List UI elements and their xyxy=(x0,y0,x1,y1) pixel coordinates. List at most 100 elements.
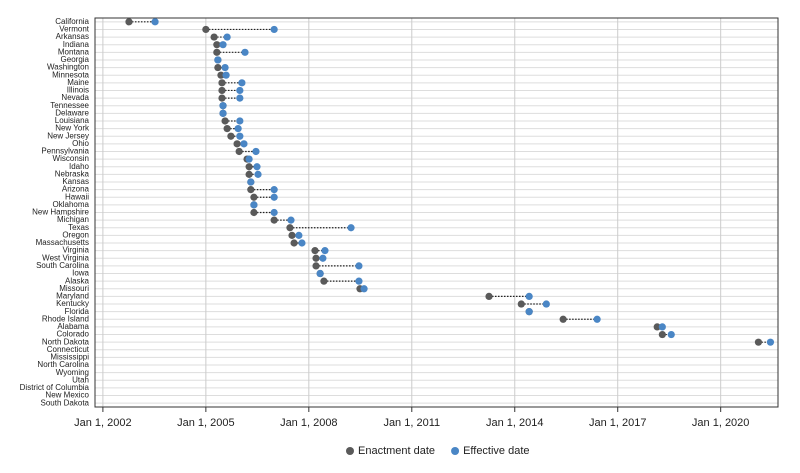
dot xyxy=(593,315,601,323)
legend-label: Enactment date xyxy=(358,445,435,457)
y-tick-label: California xyxy=(55,17,89,26)
dot xyxy=(316,269,324,278)
dot xyxy=(270,186,278,194)
y-tick-label: Oklahoma xyxy=(53,200,90,209)
dot xyxy=(213,48,221,56)
y-tick-label: Texas xyxy=(68,223,89,232)
dot xyxy=(653,323,661,331)
dot xyxy=(250,201,258,209)
dot xyxy=(233,140,241,148)
dot xyxy=(525,292,533,301)
dot xyxy=(245,155,253,163)
y-tick-label: New Hampshire xyxy=(32,208,89,217)
dot xyxy=(542,300,550,308)
dot xyxy=(245,163,253,171)
dot xyxy=(252,147,260,156)
dot xyxy=(290,239,298,247)
y-tick-label: Arizona xyxy=(62,185,90,194)
dot xyxy=(241,48,249,56)
y-tick-label: Illinois xyxy=(67,86,89,95)
y-tick-label: Georgia xyxy=(61,55,90,64)
dot xyxy=(218,86,226,95)
y-tick-label: Montana xyxy=(58,47,90,56)
dot xyxy=(270,208,278,217)
legend-marker xyxy=(451,447,460,455)
x-tick-label: Jan 1, 2014 xyxy=(486,417,544,429)
y-tick-label: District of Columbia xyxy=(20,383,90,392)
dot xyxy=(347,224,355,232)
dot xyxy=(219,41,227,49)
y-tick-label: Florida xyxy=(65,307,90,316)
y-tick-label: Michigan xyxy=(57,215,89,224)
y-tick-label: Ohio xyxy=(72,139,89,148)
y-tick-label: Massachusetts xyxy=(36,238,89,247)
dot xyxy=(238,79,246,87)
dot xyxy=(210,33,218,41)
y-tick-label: Wisconsin xyxy=(53,154,89,163)
y-tick-label: Tennessee xyxy=(50,101,89,110)
dot xyxy=(667,330,675,339)
dot xyxy=(270,193,278,201)
dot xyxy=(321,247,329,255)
dot xyxy=(298,239,306,247)
y-tick-label: South Dakota xyxy=(41,398,90,407)
y-tick-label: North Dakota xyxy=(42,337,90,346)
y-tick-label: Wyoming xyxy=(56,368,89,377)
x-tick-label: Jan 1, 2005 xyxy=(177,417,235,429)
dot xyxy=(360,285,368,293)
dot xyxy=(221,117,229,125)
y-tick-label: Oregon xyxy=(62,230,89,239)
dot xyxy=(658,330,666,339)
y-tick-label: Connecticut xyxy=(47,345,90,354)
dot xyxy=(286,224,294,232)
dot xyxy=(312,262,320,270)
x-tick-label: Jan 1, 2017 xyxy=(589,417,647,429)
dot xyxy=(319,254,327,262)
dot xyxy=(219,109,227,117)
dot xyxy=(217,71,225,79)
dot xyxy=(253,163,261,171)
y-tick-label: Iowa xyxy=(72,269,89,278)
dot xyxy=(754,338,763,346)
y-tick-label: Minnesota xyxy=(52,70,89,79)
x-tick-label: Jan 1, 2011 xyxy=(383,417,440,429)
dot xyxy=(227,132,235,140)
dot xyxy=(221,63,229,72)
y-tick-label: West Virginia xyxy=(42,253,89,262)
dot xyxy=(247,186,255,194)
dot xyxy=(320,277,328,285)
y-tick-label: Nebraska xyxy=(55,169,90,178)
dot xyxy=(214,63,222,72)
dot xyxy=(240,140,248,148)
dot xyxy=(658,323,666,331)
y-tick-label: Arkansas xyxy=(56,32,89,41)
dot xyxy=(485,292,493,301)
y-tick-label: Indiana xyxy=(63,40,90,49)
y-tick-label: Delaware xyxy=(55,108,89,117)
dot xyxy=(235,147,243,156)
dot xyxy=(295,231,303,239)
y-tick-label: Idaho xyxy=(69,162,90,171)
y-tick-label: Utah xyxy=(72,375,89,384)
dot xyxy=(125,18,133,26)
y-tick-label: Kentucky xyxy=(56,299,89,308)
y-tick-label: South Carolina xyxy=(36,261,89,270)
dot xyxy=(223,124,231,133)
dot xyxy=(254,170,262,178)
y-tick-label: Kansas xyxy=(62,177,89,186)
x-tick-label: Jan 1, 2020 xyxy=(692,417,750,429)
dot xyxy=(766,338,775,346)
dot xyxy=(151,18,159,26)
dot xyxy=(234,124,242,133)
legend-marker xyxy=(346,447,354,455)
dot xyxy=(218,94,226,102)
dot xyxy=(250,208,258,217)
dot xyxy=(214,56,222,64)
dot xyxy=(245,170,253,178)
y-tick-label: Washington xyxy=(47,63,89,72)
y-tick-label: Maine xyxy=(67,78,89,87)
dot xyxy=(222,71,230,79)
dot xyxy=(517,300,525,308)
y-tick-label: Virginia xyxy=(62,246,89,255)
